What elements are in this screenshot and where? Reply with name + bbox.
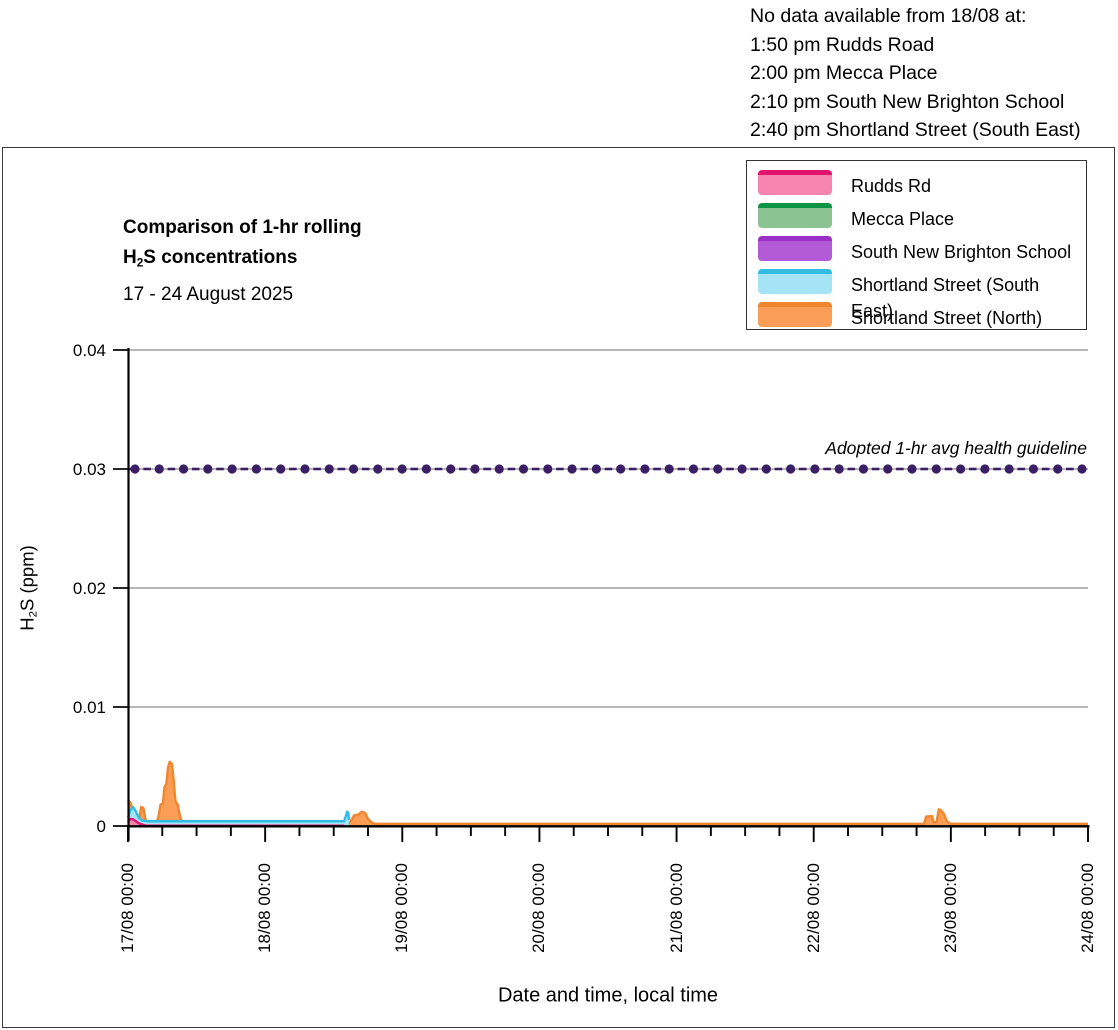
guideline-dot xyxy=(446,464,456,474)
no-data-heading: No data available from 18/08 at: xyxy=(750,5,1027,27)
x-tick-label: 17/08 00:00 xyxy=(118,863,137,953)
y-tick-label: 0.01 xyxy=(72,697,106,717)
guideline-dot xyxy=(178,464,189,474)
no-data-line: 1:50 pm Rudds Road xyxy=(750,33,935,56)
guideline-dot xyxy=(251,464,262,474)
guideline-dot xyxy=(931,464,941,474)
no-data-line: 2:00 pm Mecca Place xyxy=(750,62,938,85)
guideline-dot xyxy=(1077,464,1087,474)
legend-swatch xyxy=(758,208,832,228)
guideline-dot xyxy=(1004,464,1014,474)
x-tick-label: 23/08 00:00 xyxy=(940,863,960,953)
x-tick-label: 18/08 00:00 xyxy=(255,863,275,953)
guideline-dot xyxy=(518,464,529,474)
x-tick-label: 21/08 00:00 xyxy=(666,863,686,953)
series-line-shortland-street-north- xyxy=(127,760,1088,826)
guideline-dot xyxy=(154,464,164,474)
guideline-label: Adopted 1-hr avg health guideline xyxy=(825,438,1087,458)
guideline-dot xyxy=(421,464,431,474)
guideline-dot xyxy=(203,464,213,474)
chart-subtitle: 17 - 24 August 2025 xyxy=(123,284,294,305)
guideline-dot xyxy=(616,464,626,474)
guideline-dot xyxy=(1028,464,1039,474)
guideline-dot xyxy=(761,464,771,474)
legend-item: Shortland Street (South East) xyxy=(747,269,1086,321)
legend-swatch-line xyxy=(758,203,832,209)
legend-swatch xyxy=(758,241,832,261)
guideline-dot xyxy=(786,464,796,474)
guideline-dot xyxy=(1053,464,1063,474)
guideline-dot xyxy=(276,464,286,474)
guideline-dot xyxy=(300,464,310,474)
guideline-dot xyxy=(955,464,966,474)
no-data-notice: No data available from 18/08 at: 1:50 pm… xyxy=(750,2,1081,145)
legend-item: South New Brighton School xyxy=(747,236,1086,272)
guideline-dot xyxy=(494,464,504,474)
guideline-dot xyxy=(980,464,990,474)
series-line-shortland-street-south-east- xyxy=(126,805,351,823)
legend-label: Shortland Street (South East) xyxy=(851,275,1040,321)
guideline-dot xyxy=(713,464,723,474)
guideline-dot xyxy=(640,464,650,474)
guideline-dot xyxy=(688,464,699,474)
guideline-dot xyxy=(373,464,383,474)
legend-swatch xyxy=(758,175,832,195)
guideline-dot xyxy=(324,464,334,474)
x-tick-label: 20/08 00:00 xyxy=(529,863,549,953)
legend-label: South New Brighton School xyxy=(851,242,1072,262)
guideline-dot xyxy=(591,464,601,474)
x-tick-label: 24/08 00:00 xyxy=(1078,863,1097,953)
guideline-dot xyxy=(664,464,674,474)
legend-swatch-line xyxy=(758,170,832,176)
legend-item: Mecca Place xyxy=(747,203,1086,239)
legend-label: Mecca Place xyxy=(851,209,955,229)
x-axis-title: Date and time, local time xyxy=(497,984,719,1007)
x-tick-label: 22/08 00:00 xyxy=(803,863,823,953)
y-tick-label: 0.04 xyxy=(72,340,106,360)
y-axis-title: H2S (ppm) xyxy=(16,545,40,631)
y-tick-label: 0.03 xyxy=(72,459,106,479)
y-tick-label: 0.02 xyxy=(72,578,106,598)
guideline-dot xyxy=(543,464,553,474)
legend-swatch-line xyxy=(758,236,832,242)
figure-border xyxy=(2,147,1115,1028)
legend-swatch xyxy=(758,274,832,294)
guideline-dot xyxy=(810,464,820,474)
guideline-dot xyxy=(737,464,747,474)
guideline-dot xyxy=(130,464,140,474)
legend-item: Rudds Rd xyxy=(747,170,1086,206)
chart-title-line1: Comparison of 1-hr rolling xyxy=(123,217,362,238)
legend-box: Rudds Rd Mecca Place South New Brighton Sc… xyxy=(746,160,1087,330)
no-data-line: 2:10 pm South New Brighton School xyxy=(750,90,1065,113)
chart-title: Comparison of 1-hr rolling H2S concentra… xyxy=(123,213,362,278)
chart-title-line2: H2S concentrations xyxy=(123,247,298,270)
y-tick-label: 0 xyxy=(96,816,106,836)
legend-swatch-line xyxy=(758,269,832,275)
legend-label: Rudds Rd xyxy=(851,176,932,196)
guideline-dot xyxy=(348,464,359,474)
guideline-dot xyxy=(470,464,480,474)
guideline-dot xyxy=(567,464,577,474)
legend-label: Shortland Street (North) xyxy=(851,308,1043,328)
x-tick-label: 19/08 00:00 xyxy=(392,863,412,953)
legend-swatch-line xyxy=(758,302,832,308)
guideline-dot xyxy=(834,464,844,474)
guideline-dot xyxy=(907,464,917,474)
legend-item: Shortland Street (North) xyxy=(747,302,1086,338)
legend-swatch xyxy=(758,307,832,327)
guideline-dot xyxy=(397,464,407,474)
guideline-dot xyxy=(858,464,869,474)
guideline-dot xyxy=(227,464,237,474)
no-data-line: 2:40 pm Shortland Street (South East) xyxy=(750,119,1081,142)
guideline-dot xyxy=(883,464,893,474)
